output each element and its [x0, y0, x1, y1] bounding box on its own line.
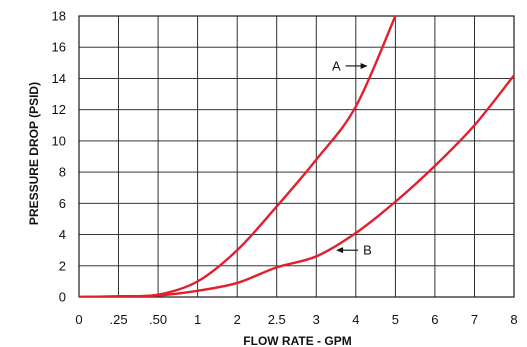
x-axis-label: FLOW RATE - GPM — [243, 334, 351, 347]
y-tick-label: 12 — [52, 102, 66, 117]
x-tick-label: .25 — [110, 312, 128, 327]
y-tick-label: 16 — [52, 40, 66, 55]
x-tick-label: 4 — [352, 312, 359, 327]
annotations: AB — [332, 58, 372, 257]
annotation-label: B — [363, 243, 372, 258]
y-tick-label: 10 — [52, 133, 66, 148]
y-tick-label: 14 — [52, 71, 66, 86]
y-tick-labels: 0 2 4 6 8 10 12 14 16 18 — [52, 9, 66, 305]
x-tick-label: 0 — [75, 312, 82, 327]
x-tick-label: 2 — [234, 312, 241, 327]
x-tick-label: .50 — [149, 312, 167, 327]
y-tick-label: 0 — [59, 290, 66, 305]
plot-frame — [78, 15, 515, 298]
series-group — [79, 16, 514, 297]
y-tick-label: 18 — [52, 9, 66, 24]
x-tick-label: 8 — [510, 312, 517, 327]
x-tick-label: 1 — [194, 312, 201, 327]
x-tick-labels: 0 .25 .50 1 2 2.5 3 4 5 6 7 8 — [75, 312, 517, 327]
y-axis-label: PRESSURE DROP (PSID) — [27, 82, 41, 225]
y-tick-label: 8 — [59, 165, 66, 180]
grid — [79, 16, 514, 297]
annotation-arrow-head — [336, 247, 344, 254]
x-tick-label: 5 — [392, 312, 399, 327]
annotation-label: A — [332, 58, 341, 73]
y-tick-label: 2 — [59, 258, 66, 273]
y-tick-label: 4 — [59, 227, 66, 242]
x-tick-label: 3 — [313, 312, 320, 327]
annotation-b: B — [336, 243, 372, 258]
x-tick-label: 2.5 — [268, 312, 286, 327]
series-b-line — [79, 74, 514, 297]
x-tick-label: 7 — [471, 312, 478, 327]
x-tick-label: 6 — [431, 312, 438, 327]
annotation-a: A — [332, 58, 368, 73]
annotation-arrow-head — [360, 62, 368, 69]
y-tick-label: 6 — [59, 196, 66, 211]
